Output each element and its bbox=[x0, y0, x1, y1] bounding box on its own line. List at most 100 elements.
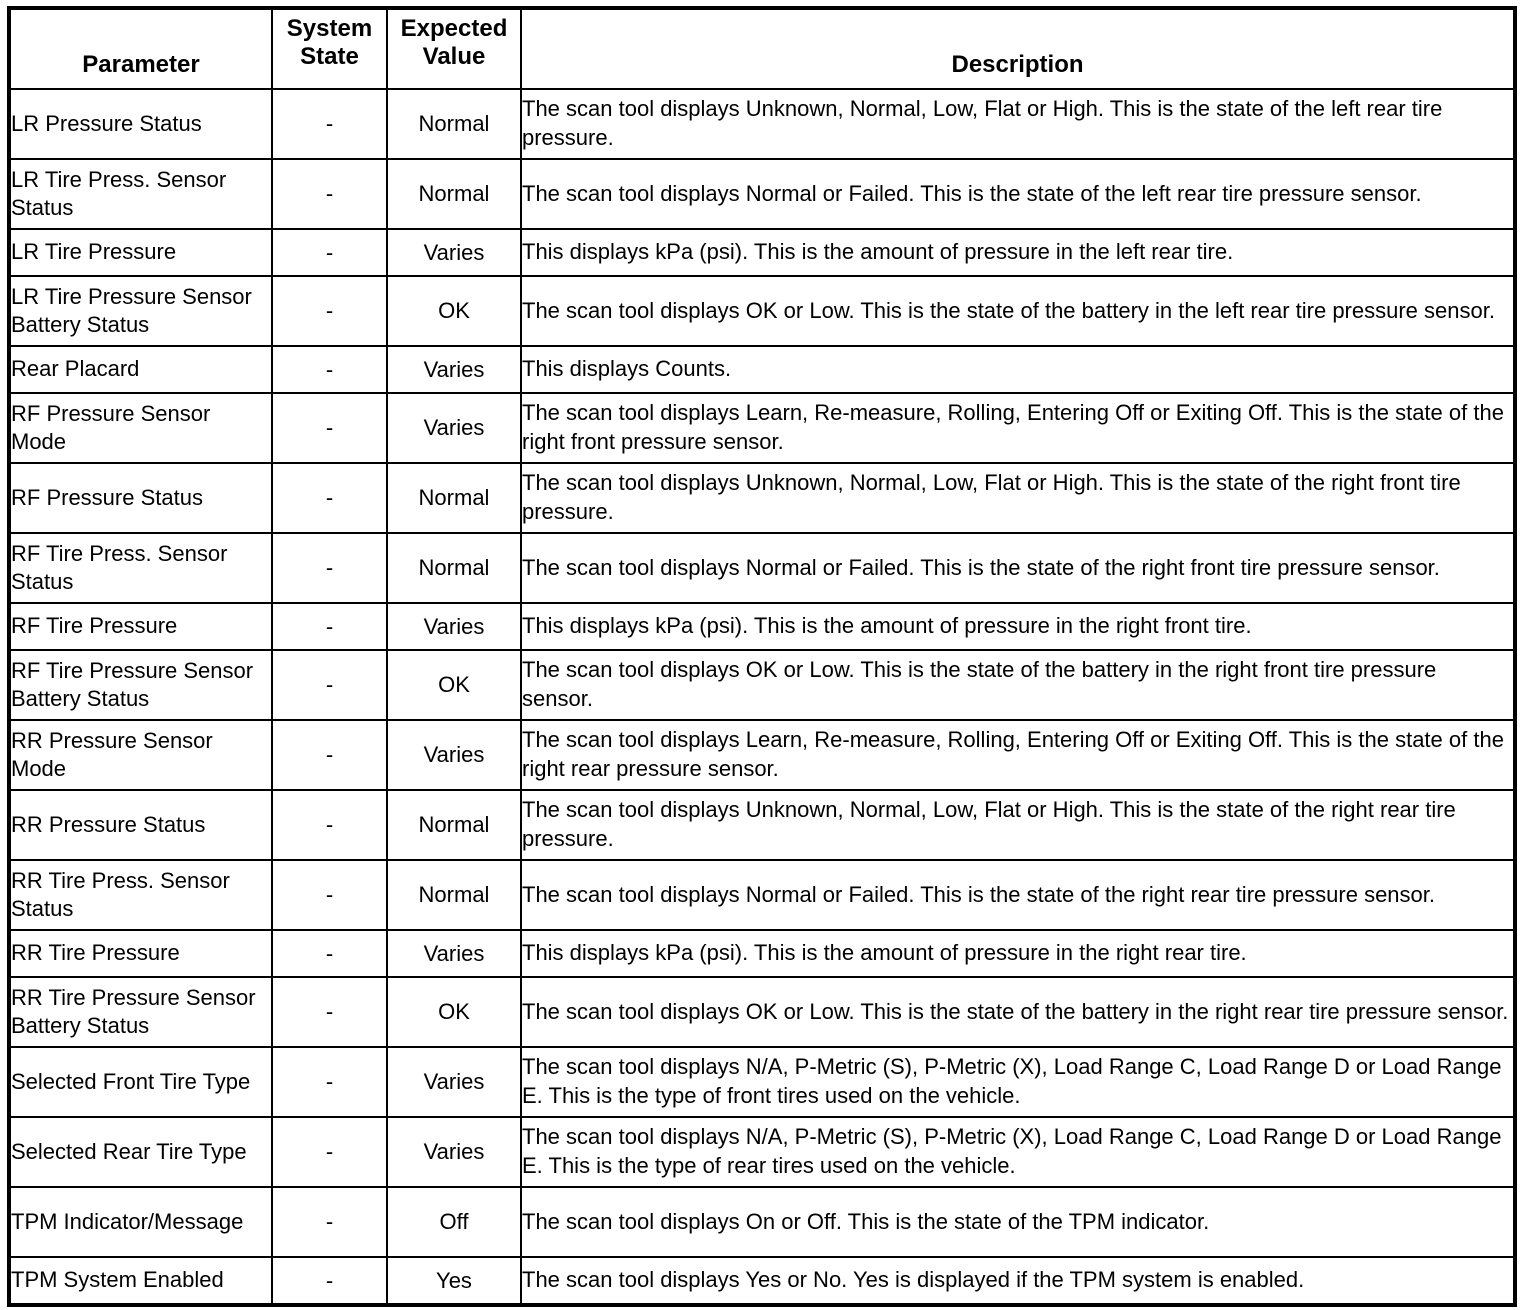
cell-parameter: RR Tire Pressure Sensor Battery Status bbox=[8, 976, 273, 1048]
cell-description: The scan tool displays OK or Low. This i… bbox=[520, 976, 1516, 1048]
column-header-expected-value: Expected Value bbox=[386, 7, 522, 90]
cell-parameter: RR Pressure Status bbox=[8, 789, 273, 861]
column-header-description: Description bbox=[520, 7, 1516, 90]
cell-parameter: TPM System Enabled bbox=[8, 1256, 273, 1306]
tpm-parameter-table: Parameter System State Expected Value De… bbox=[7, 6, 1517, 1307]
cell-description: The scan tool displays N/A, P-Metric (S)… bbox=[520, 1046, 1516, 1118]
column-header-parameter: Parameter bbox=[8, 7, 273, 90]
cell-parameter: LR Tire Press. Sensor Status bbox=[8, 158, 273, 230]
cell-parameter: RR Tire Press. Sensor Status bbox=[8, 859, 273, 931]
cell-system-state: - bbox=[271, 345, 388, 394]
cell-expected-value: Varies bbox=[386, 929, 522, 978]
table-body: LR Pressure Status - Normal The scan tool d… bbox=[8, 88, 1516, 1306]
header-row: Parameter System State Expected Value De… bbox=[8, 7, 1516, 90]
cell-system-state: - bbox=[271, 392, 388, 464]
table-row: Selected Front Tire Type - Varies The scan … bbox=[8, 1046, 1516, 1118]
cell-description: The scan tool displays Unknown, Normal, … bbox=[520, 462, 1516, 534]
cell-expected-value: Normal bbox=[386, 859, 522, 931]
cell-system-state: - bbox=[271, 1256, 388, 1306]
cell-expected-value: Normal bbox=[386, 158, 522, 230]
cell-parameter: LR Tire Pressure bbox=[8, 228, 273, 277]
cell-expected-value: Off bbox=[386, 1186, 522, 1258]
cell-system-state: - bbox=[271, 228, 388, 277]
cell-description: The scan tool displays OK or Low. This i… bbox=[520, 275, 1516, 347]
column-header-description-label: Description bbox=[951, 51, 1084, 78]
table-row: RR Pressure Sensor Mode - Varies The scan t… bbox=[8, 719, 1516, 791]
cell-description: The scan tool displays Yes or No. Yes is… bbox=[520, 1256, 1516, 1306]
cell-expected-value: Varies bbox=[386, 345, 522, 394]
cell-system-state: - bbox=[271, 859, 388, 931]
table-row: LR Tire Pressure Sensor Battery Status - O… bbox=[8, 275, 1516, 347]
column-header-system-state-line1: System bbox=[286, 15, 373, 42]
cell-system-state: - bbox=[271, 719, 388, 791]
column-header-system-state-line2: State bbox=[300, 42, 359, 70]
table-row: RF Pressure Status - Normal The scan tool d… bbox=[8, 462, 1516, 534]
cell-system-state: - bbox=[271, 929, 388, 978]
column-header-expected-value-line1: Expected bbox=[400, 15, 508, 42]
cell-description: The scan tool displays OK or Low. This i… bbox=[520, 649, 1516, 721]
cell-system-state: - bbox=[271, 88, 388, 160]
column-header-expected-value-line2: Value bbox=[422, 42, 486, 70]
cell-description: The scan tool displays Unknown, Normal, … bbox=[520, 789, 1516, 861]
cell-expected-value: OK bbox=[386, 275, 522, 347]
cell-parameter: LR Tire Pressure Sensor Battery Status bbox=[8, 275, 273, 347]
cell-description: This displays kPa (psi). This is the amo… bbox=[520, 929, 1516, 978]
cell-parameter: Rear Placard bbox=[8, 345, 273, 394]
cell-expected-value: Normal bbox=[386, 532, 522, 604]
cell-system-state: - bbox=[271, 1046, 388, 1118]
cell-parameter: Selected Front Tire Type bbox=[8, 1046, 273, 1118]
cell-parameter: RF Pressure Sensor Mode bbox=[8, 392, 273, 464]
cell-system-state: - bbox=[271, 602, 388, 651]
cell-system-state: - bbox=[271, 532, 388, 604]
column-header-expected-value-label: Expected Value bbox=[388, 10, 520, 78]
cell-expected-value: Varies bbox=[386, 1116, 522, 1188]
table-row: RR Tire Pressure Sensor Battery Status - O… bbox=[8, 976, 1516, 1048]
cell-parameter: TPM Indicator/Message bbox=[8, 1186, 273, 1258]
cell-description: The scan tool displays Unknown, Normal, … bbox=[520, 88, 1516, 160]
cell-parameter: RF Tire Pressure Sensor Battery Status bbox=[8, 649, 273, 721]
cell-expected-value: Normal bbox=[386, 88, 522, 160]
cell-parameter: RR Tire Pressure bbox=[8, 929, 273, 978]
table-row: LR Tire Pressure - Varies This displays kPa… bbox=[8, 228, 1516, 277]
column-header-system-state-label: System State bbox=[273, 10, 386, 78]
cell-description: This displays kPa (psi). This is the amo… bbox=[520, 228, 1516, 277]
table-row: RF Tire Pressure Sensor Battery Status - O… bbox=[8, 649, 1516, 721]
cell-parameter: LR Pressure Status bbox=[8, 88, 273, 160]
table-row: LR Tire Press. Sensor Status - Normal The s… bbox=[8, 158, 1516, 230]
cell-parameter: RF Tire Pressure bbox=[8, 602, 273, 651]
column-header-parameter-label: Parameter bbox=[82, 51, 200, 78]
table-header: Parameter System State Expected Value De… bbox=[8, 7, 1516, 90]
cell-description: The scan tool displays Normal or Failed.… bbox=[520, 859, 1516, 931]
cell-expected-value: OK bbox=[386, 976, 522, 1048]
table-row: Selected Rear Tire Type - Varies The scan t… bbox=[8, 1116, 1516, 1188]
cell-description: The scan tool displays Normal or Failed.… bbox=[520, 532, 1516, 604]
cell-description: The scan tool displays Normal or Failed.… bbox=[520, 158, 1516, 230]
table-row: RF Tire Press. Sensor Status - Normal The s… bbox=[8, 532, 1516, 604]
cell-parameter: Selected Rear Tire Type bbox=[8, 1116, 273, 1188]
cell-parameter: RR Pressure Sensor Mode bbox=[8, 719, 273, 791]
cell-system-state: - bbox=[271, 158, 388, 230]
table-row: TPM System Enabled - Yes The scan tool disp… bbox=[8, 1256, 1516, 1306]
cell-system-state: - bbox=[271, 1186, 388, 1258]
cell-parameter: RF Pressure Status bbox=[8, 462, 273, 534]
cell-expected-value: Normal bbox=[386, 462, 522, 534]
cell-expected-value: OK bbox=[386, 649, 522, 721]
cell-system-state: - bbox=[271, 275, 388, 347]
cell-expected-value: Varies bbox=[386, 228, 522, 277]
table-row: LR Pressure Status - Normal The scan tool d… bbox=[8, 88, 1516, 160]
cell-system-state: - bbox=[271, 789, 388, 861]
table-row: RF Pressure Sensor Mode - Varies The scan t… bbox=[8, 392, 1516, 464]
cell-expected-value: Normal bbox=[386, 789, 522, 861]
cell-expected-value: Varies bbox=[386, 1046, 522, 1118]
cell-description: The scan tool displays N/A, P-Metric (S)… bbox=[520, 1116, 1516, 1188]
cell-expected-value: Varies bbox=[386, 602, 522, 651]
cell-expected-value: Varies bbox=[386, 392, 522, 464]
table-row: RF Tire Pressure - Varies This displays kPa… bbox=[8, 602, 1516, 651]
cell-system-state: - bbox=[271, 649, 388, 721]
table-row: RR Tire Press. Sensor Status - Normal The s… bbox=[8, 859, 1516, 931]
cell-expected-value: Varies bbox=[386, 719, 522, 791]
cell-description: The scan tool displays On or Off. This i… bbox=[520, 1186, 1516, 1258]
table-row: Rear Placard - Varies This displays Counts. bbox=[8, 345, 1516, 394]
cell-description: This displays kPa (psi). This is the amo… bbox=[520, 602, 1516, 651]
